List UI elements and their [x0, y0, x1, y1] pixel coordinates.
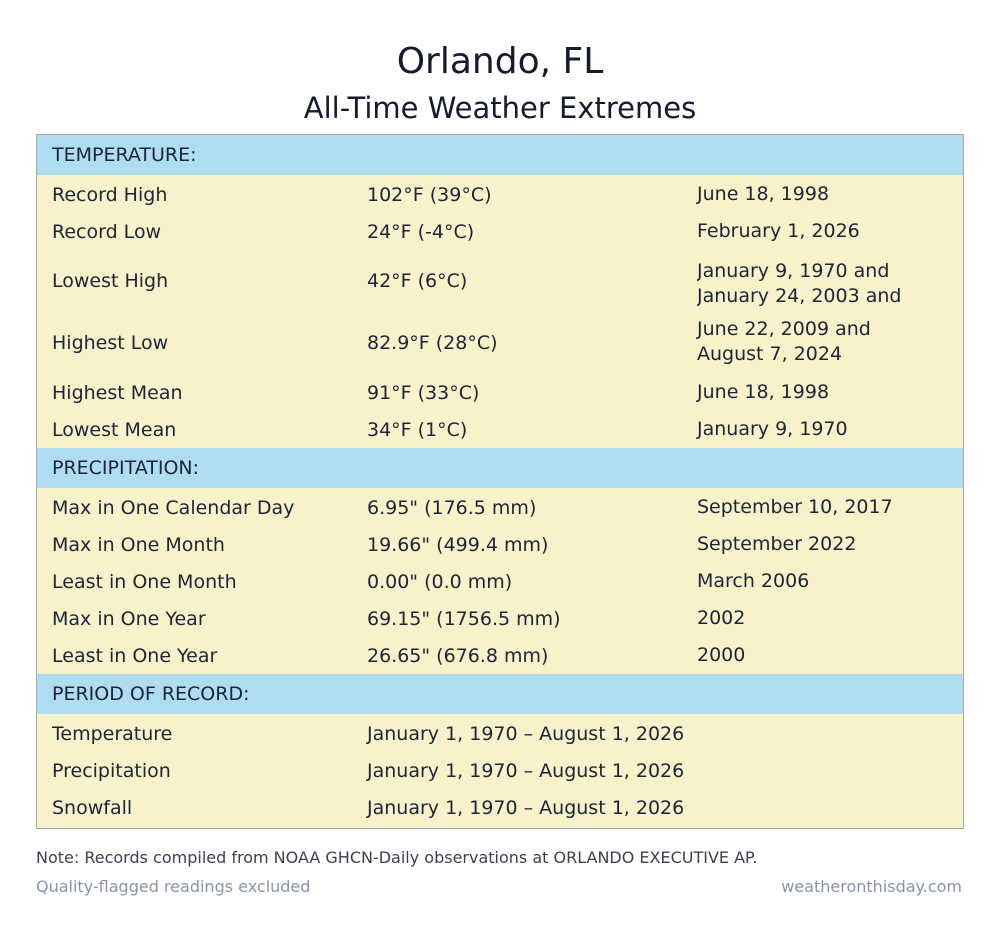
row-label: Max in One Year — [52, 607, 206, 630]
table-row: Record High 102°F (39°C) June 18, 1998 — [37, 176, 963, 213]
table-row: Max in One Calendar Day 6.95" (176.5 mm)… — [37, 489, 963, 526]
row-label: Least in One Month — [52, 570, 237, 593]
row-date: September 10, 2017 — [697, 496, 893, 518]
table-row: Lowest Mean 34°F (1°C) January 9, 1970 — [37, 411, 963, 448]
row-label: Record High — [52, 183, 168, 206]
row-label: Record Low — [52, 220, 162, 243]
row-label: Max in One Calendar Day — [52, 496, 295, 519]
row-date: February 1, 2026 — [697, 220, 860, 242]
row-value: January 1, 1970 – August 1, 2026 — [367, 796, 685, 819]
section-header-period-of-record: PERIOD OF RECORD: — [37, 674, 963, 714]
table-row: Snowfall January 1, 1970 – August 1, 202… — [37, 789, 963, 826]
row-label: Max in One Month — [52, 533, 225, 556]
page-title: Orlando, FL — [396, 41, 604, 82]
row-value: 34°F (1°C) — [367, 418, 468, 441]
row-date: September 2022 — [697, 533, 857, 555]
row-value: 82.9°F (28°C) — [367, 332, 498, 354]
table-row: Least in One Month 0.00" (0.0 mm) March … — [37, 563, 963, 600]
row-value: 19.66" (499.4 mm) — [367, 533, 549, 556]
row-date: March 2006 — [697, 570, 810, 592]
section-header-precipitation: PRECIPITATION: — [37, 448, 963, 488]
row-value: 102°F (39°C) — [367, 183, 492, 206]
row-label: Lowest High — [52, 270, 169, 292]
table-row: Precipitation January 1, 1970 – August 1… — [37, 752, 963, 789]
table-row: Max in One Year 69.15" (1756.5 mm) 2002 — [37, 600, 963, 637]
row-label: Highest Low — [52, 332, 169, 354]
row-value: 91°F (33°C) — [367, 381, 480, 404]
page-subtitle: All-Time Weather Extremes — [303, 91, 697, 125]
table-row: Record Low 24°F (-4°C) February 1, 2026 — [37, 213, 963, 250]
row-date: January 9, 1970 — [697, 418, 848, 440]
row-label: Highest Mean — [52, 381, 183, 404]
table-row: Least in One Year 26.65" (676.8 mm) 2000 — [37, 637, 963, 674]
quality-note: Quality-flagged readings excluded — [36, 877, 311, 896]
source-credit: weatheronthisday.com — [781, 877, 962, 896]
row-value: 69.15" (1756.5 mm) — [367, 607, 561, 630]
table-row: Highest Mean 91°F (33°C) June 18, 1998 — [37, 374, 963, 411]
footnote: Note: Records compiled from NOAA GHCN-Da… — [36, 848, 758, 867]
row-label: Lowest Mean — [52, 418, 177, 441]
row-value: 26.65" (676.8 mm) — [367, 644, 549, 667]
table-row: Temperature January 1, 1970 – August 1, … — [37, 715, 963, 752]
row-label: Least in One Year — [52, 644, 218, 667]
row-date: January 9, 1970 and January 24, 2003 and… — [697, 260, 902, 307]
row-date: June 18, 1998 — [697, 381, 830, 403]
row-date: 2002 — [697, 607, 746, 629]
row-value: 24°F (-4°C) — [367, 220, 475, 243]
row-label: Snowfall — [52, 796, 133, 819]
table-row: Max in One Month 19.66" (499.4 mm) Septe… — [37, 526, 963, 563]
row-date: June 18, 1998 — [697, 183, 830, 205]
table-row: Lowest High 42°F (6°C) January 9, 1970 a… — [37, 250, 963, 312]
row-value: 6.95" (176.5 mm) — [367, 496, 537, 519]
extremes-table: TEMPERATURE: Record High 102°F (39°C) Ju… — [36, 134, 964, 829]
row-date: 2000 — [697, 644, 746, 666]
row-date: June 22, 2009 and August 7, 2024 — [697, 318, 871, 365]
row-value: 0.00" (0.0 mm) — [367, 570, 513, 593]
table-row: Highest Low 82.9°F (28°C) June 22, 2009 … — [37, 312, 963, 374]
row-value: January 1, 1970 – August 1, 2026 — [367, 722, 685, 745]
row-label: Precipitation — [52, 759, 171, 782]
row-value: 42°F (6°C) — [367, 270, 468, 292]
row-value: January 1, 1970 – August 1, 2026 — [367, 759, 685, 782]
section-header-temperature: TEMPERATURE: — [37, 135, 963, 175]
row-label: Temperature — [52, 722, 173, 745]
